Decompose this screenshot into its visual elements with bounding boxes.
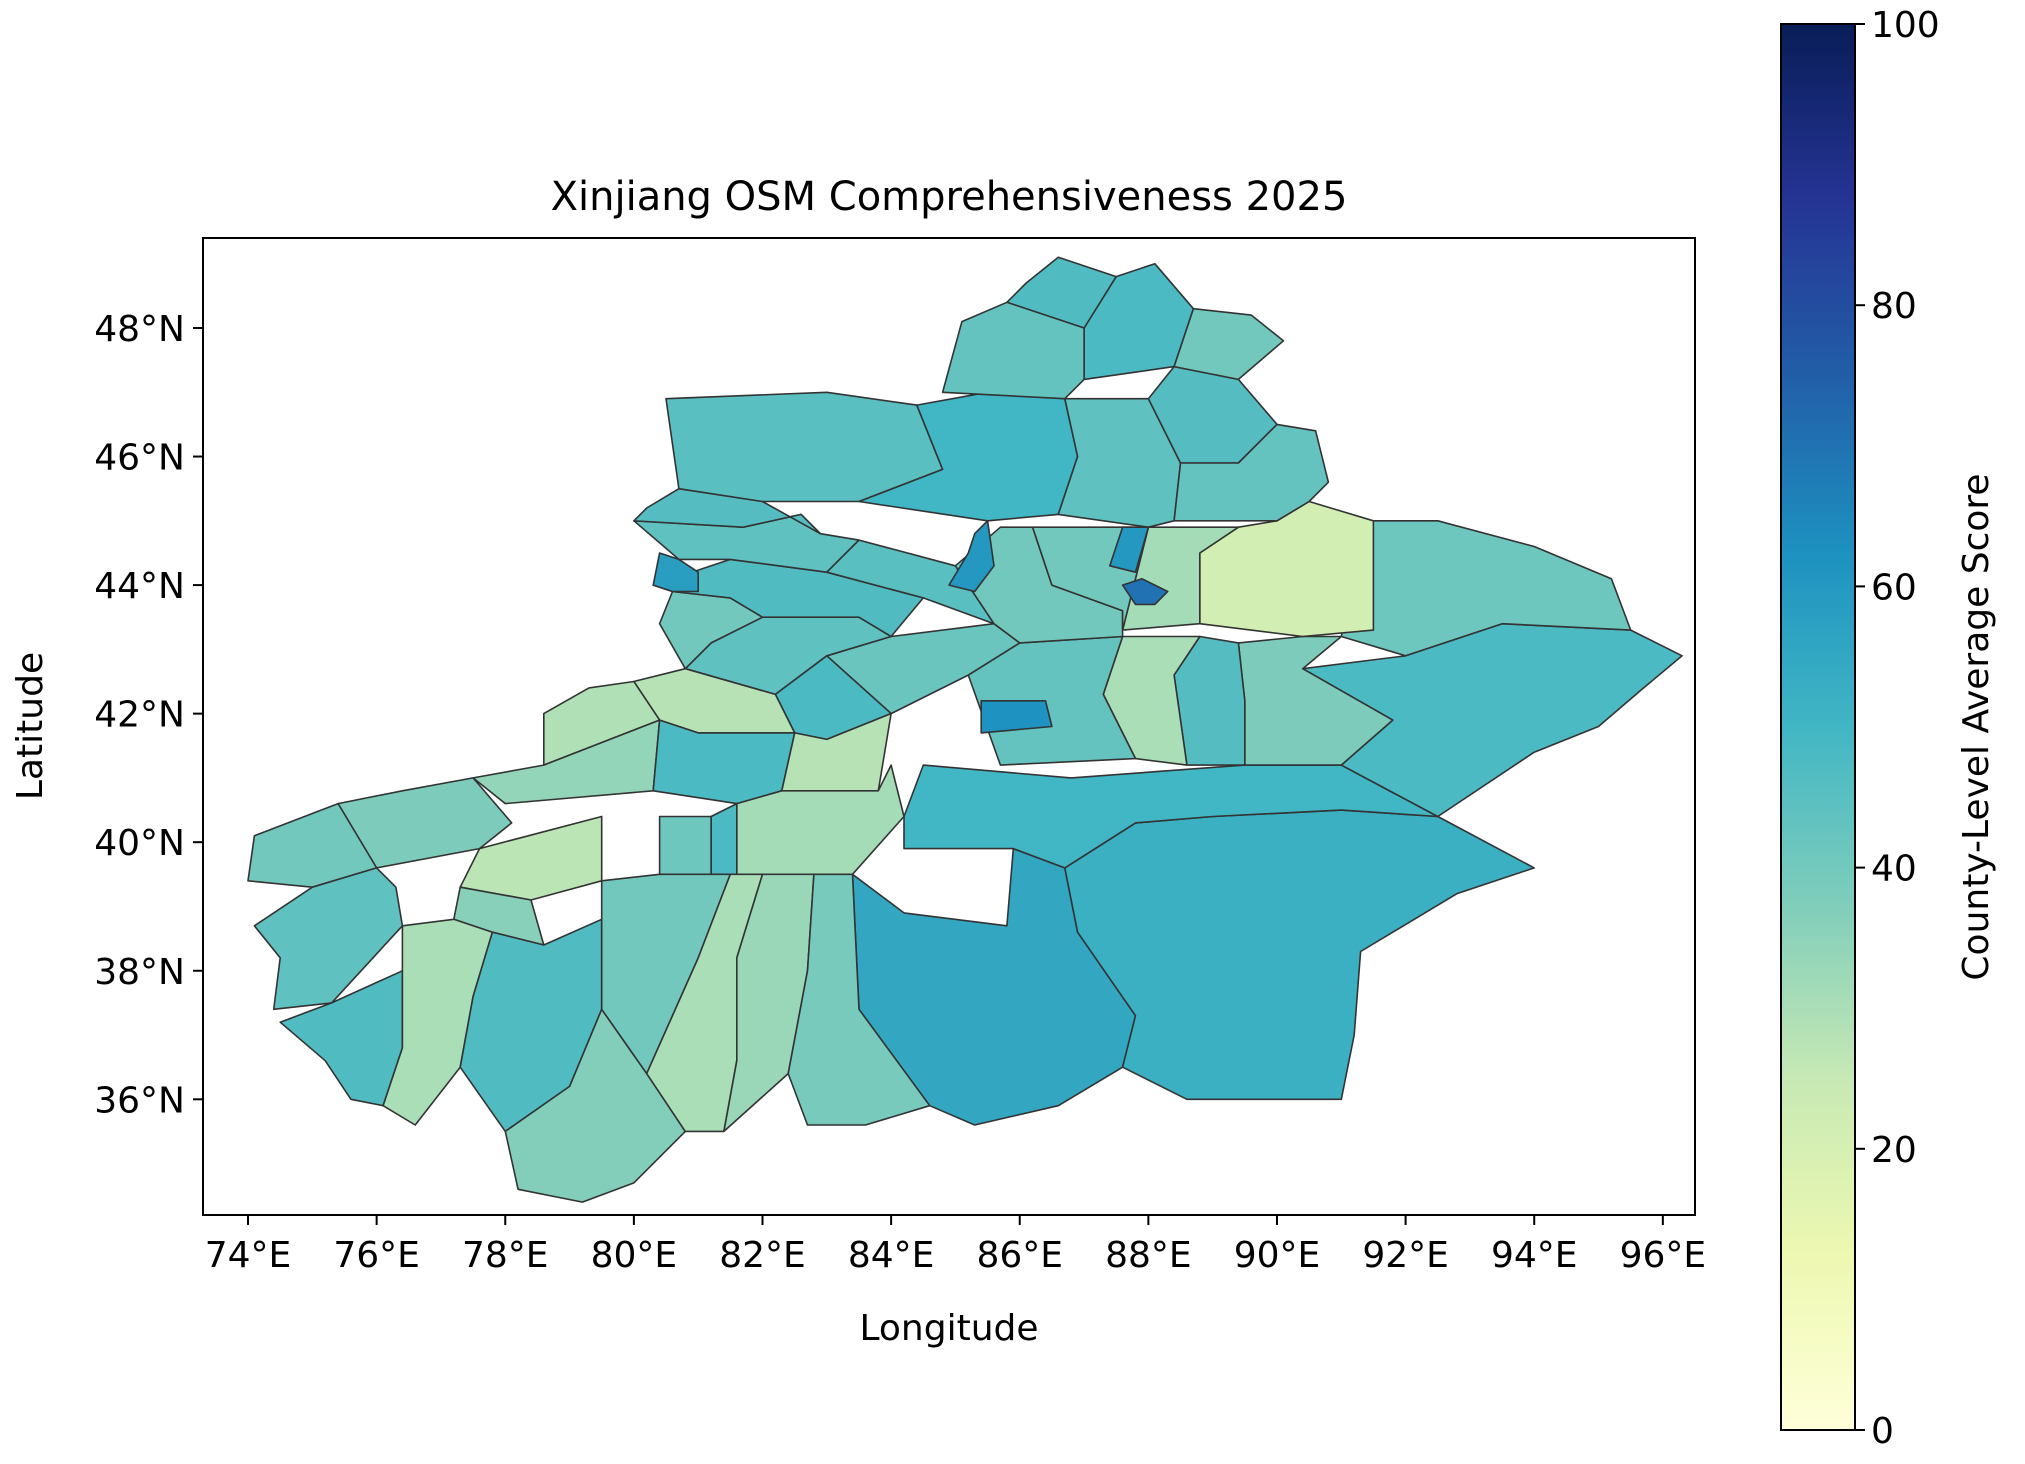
chart-title: Xinjiang OSM Comprehensiveness 2025 (551, 174, 1348, 220)
x-tick-label: 86°E (976, 1235, 1063, 1276)
county-region (633, 487, 822, 535)
county-region (736, 764, 905, 876)
county-region (459, 815, 603, 901)
colorbar-label: County-Level Average Score (1956, 473, 1997, 980)
x-tick-label: 96°E (1620, 1235, 1707, 1276)
y-tick-label: 36°N (94, 1080, 185, 1121)
county-region (1173, 423, 1330, 522)
county-region (382, 918, 494, 1126)
county-region (658, 815, 712, 876)
y-axis-label: Latitude (10, 652, 51, 800)
county-region (472, 719, 661, 805)
colorbar-tick-label: 0 (1871, 1411, 1894, 1452)
county-region (941, 301, 1085, 400)
y-tick-label: 40°N (94, 823, 185, 864)
y-axis-ticks: 36°N 38°N 40°N 42°N 44°N 46°N 48°N (94, 309, 203, 1121)
county-region (826, 539, 995, 625)
y-tick-label: 44°N (94, 566, 185, 607)
plot-frame (202, 237, 1696, 1216)
y-tick-label: 46°N (94, 438, 185, 479)
county-region (1121, 577, 1169, 606)
colorbar-tick-label: 20 (1871, 1130, 1917, 1171)
x-tick-label: 80°E (591, 1235, 678, 1276)
x-tick-label: 84°E (848, 1235, 935, 1276)
colorbar-tick-label: 80 (1871, 286, 1917, 327)
county-region (652, 719, 796, 805)
county-region (710, 802, 738, 876)
x-axis-label: Longitude (859, 1308, 1038, 1349)
x-tick-label: 74°E (205, 1235, 292, 1276)
colorbar-tick-label: 100 (1871, 5, 1940, 46)
county-region (1199, 500, 1375, 638)
x-tick-label: 90°E (1234, 1235, 1321, 1276)
county-regions (247, 256, 1683, 1203)
colorbar-tick-label: 60 (1871, 567, 1917, 608)
county-region (1109, 526, 1150, 573)
y-tick-label: 42°N (94, 695, 185, 736)
county-region (1173, 307, 1285, 381)
county-region (948, 520, 995, 593)
colorbar (1780, 23, 1856, 1431)
colorbar-tick-label: 40 (1871, 849, 1917, 890)
county-region (1064, 809, 1535, 1101)
x-tick-label: 88°E (1105, 1235, 1192, 1276)
y-tick-label: 48°N (94, 309, 185, 350)
x-tick-label: 92°E (1362, 1235, 1449, 1276)
county-region (980, 700, 1053, 734)
colorbar-ticks: 0 20 40 60 80 100 (1855, 5, 1940, 1452)
y-tick-label: 38°N (94, 952, 185, 993)
x-tick-label: 94°E (1491, 1235, 1578, 1276)
x-tick-label: 78°E (462, 1235, 549, 1276)
county-region (787, 873, 931, 1126)
x-axis-ticks: 74°E 76°E 78°E 80°E 82°E 84°E 86°E 88°E 90°E 92°E… (205, 1215, 1706, 1276)
x-tick-label: 76°E (333, 1235, 420, 1276)
x-tick-label: 82°E (719, 1235, 806, 1276)
